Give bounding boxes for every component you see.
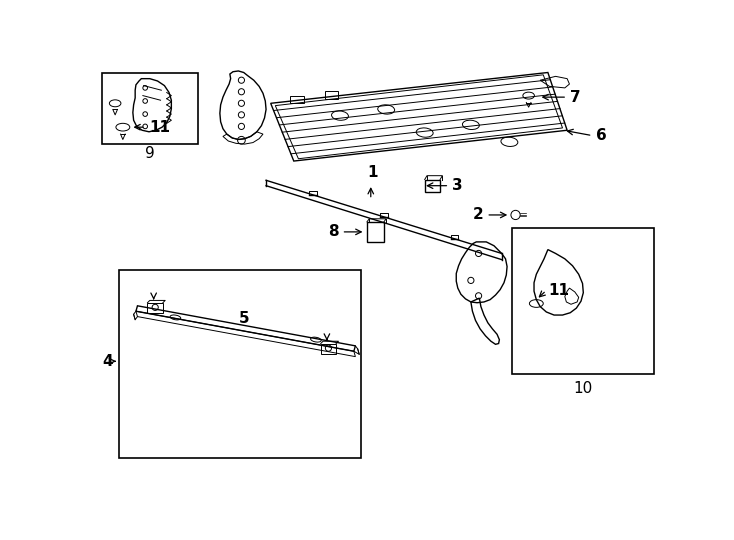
Bar	[425, 179, 440, 192]
Bar	[290, 96, 304, 103]
Bar	[119, 271, 361, 458]
Text: 2: 2	[473, 207, 484, 222]
Text: 4: 4	[102, 354, 113, 369]
Bar	[324, 91, 338, 99]
Bar	[148, 303, 163, 313]
Bar	[102, 73, 198, 144]
Text: 6: 6	[595, 128, 606, 143]
Text: 11: 11	[548, 283, 569, 298]
Text: 3: 3	[452, 178, 463, 193]
Bar	[512, 228, 654, 374]
Text: 5: 5	[239, 312, 249, 326]
Bar	[321, 343, 336, 354]
Text: 9: 9	[145, 146, 155, 161]
Text: 1: 1	[368, 165, 378, 180]
Text: 10: 10	[573, 381, 592, 396]
Text: 7: 7	[570, 90, 581, 105]
Text: 8: 8	[329, 225, 339, 239]
Bar	[367, 222, 384, 242]
Text: 11: 11	[149, 120, 170, 134]
